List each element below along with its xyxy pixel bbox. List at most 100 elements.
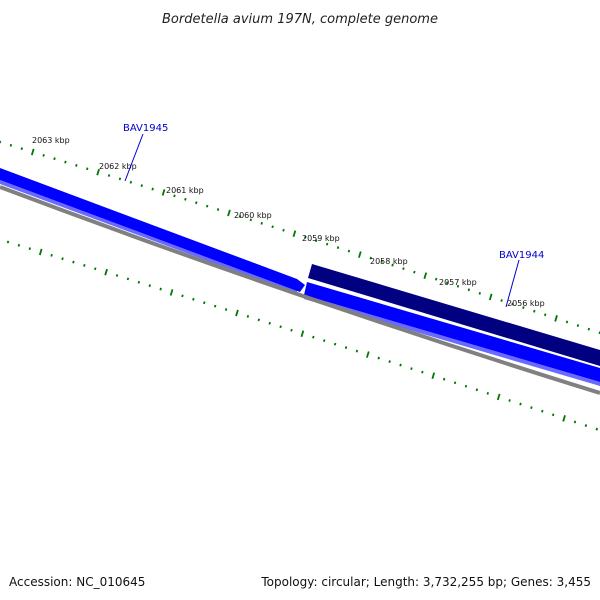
outer-ring-minor-tick — [173, 194, 176, 198]
outer-ring-major-tick — [96, 168, 100, 176]
outer-ring-major-tick — [227, 209, 231, 217]
gene-bav1945-arrow[interactable] — [0, 168, 305, 292]
accession-text: Accession: NC_010645 — [9, 575, 145, 589]
inner-ring-minor-tick — [595, 427, 599, 431]
outer-ring-minor-tick — [478, 291, 481, 295]
outer-ring-minor-tick — [445, 281, 449, 285]
inner-ring-major-tick — [38, 248, 43, 256]
outer-ring-major-tick — [292, 230, 297, 238]
inner-ring-minor-tick — [213, 304, 217, 308]
inner-ring-minor-tick — [323, 339, 326, 343]
tick-label: 2063 kbp — [32, 136, 70, 145]
outer-ring-minor-tick — [336, 246, 340, 250]
outer-tick-ring — [0, 140, 600, 335]
inner-ring-major-tick — [431, 372, 436, 379]
inner-ring-minor-tick — [83, 263, 86, 267]
outer-ring-minor-tick — [391, 263, 394, 267]
outer-ring-minor-tick — [543, 313, 547, 317]
outer-ring-minor-tick — [434, 277, 438, 281]
inner-ring-major-tick — [169, 289, 174, 296]
inner-ring-minor-tick — [148, 284, 151, 288]
tick-label: 2061 kbp — [166, 186, 204, 195]
gene-label-bav1944[interactable]: BAV1944 — [499, 250, 544, 261]
inner-ring-minor-tick — [28, 247, 32, 251]
gene-bav1944-arrow[interactable] — [308, 264, 600, 366]
inner-ring-minor-tick — [519, 402, 522, 406]
inner-ring-minor-tick — [126, 277, 130, 281]
tick-label-group: 2063 kbp 2062 kbp 2061 kbp 2060 kbp 2059 kbp… — [32, 136, 545, 308]
outer-ring-minor-tick — [20, 147, 24, 151]
inner-ring-minor-tick — [584, 424, 588, 427]
tick-label: 2058 kbp — [370, 257, 408, 266]
inner-ring-minor-tick — [246, 315, 250, 318]
inner-ring-minor-tick — [399, 363, 402, 367]
gene-forward-continuation-arrow[interactable] — [304, 282, 600, 382]
inner-ring-major-tick — [366, 351, 370, 358]
outer-ring-minor-tick — [576, 324, 580, 327]
inner-ring-major-tick — [235, 309, 239, 317]
outer-ring-minor-tick — [271, 225, 274, 229]
inner-ring-minor-tick — [279, 325, 282, 329]
inner-ring-minor-tick — [159, 287, 162, 291]
outer-ring-minor-tick — [75, 163, 78, 167]
outer-ring-minor-tick — [9, 143, 13, 147]
gene-label-bav1945[interactable]: BAV1945 — [123, 123, 168, 134]
outer-ring-minor-tick — [64, 160, 67, 164]
outer-ring-major-tick — [30, 148, 35, 156]
inner-ring-minor-tick — [333, 342, 337, 346]
outer-ring-minor-tick — [565, 320, 569, 324]
outer-ring-minor-tick — [500, 299, 503, 302]
inner-ring-minor-tick — [421, 370, 424, 374]
inner-ring-minor-tick — [453, 381, 457, 385]
gene-bav1945-highlight — [0, 180, 297, 294]
inner-ring-minor-tick — [377, 356, 380, 360]
outer-ring-minor-tick — [42, 153, 45, 157]
inner-ring-minor-tick — [192, 297, 195, 301]
inner-ring-minor-tick — [257, 318, 261, 322]
outer-ring-minor-tick — [151, 187, 154, 191]
outer-ring-major-tick — [554, 315, 558, 322]
tick-label: 2062 kbp — [99, 162, 137, 171]
inner-ring-minor-tick — [486, 391, 489, 395]
outer-ring-minor-tick — [467, 288, 471, 292]
inner-ring-minor-tick — [72, 260, 75, 264]
inner-ring-minor-tick — [442, 377, 446, 381]
outer-ring-minor-tick — [238, 215, 242, 218]
inner-ring-major-tick — [104, 268, 108, 276]
genome-backbone — [0, 185, 600, 395]
inner-ring-minor-tick — [50, 253, 53, 257]
map-title: Bordetella avium 197N, complete genome — [162, 12, 438, 27]
outer-ring-minor-tick — [107, 174, 111, 177]
outer-ring-minor-tick — [456, 284, 460, 288]
tick-label: 2057 kbp — [439, 278, 477, 287]
inner-ring-minor-tick — [137, 280, 141, 284]
outer-ring-minor-tick — [53, 157, 56, 161]
outer-ring-minor-tick — [282, 228, 285, 232]
inner-ring-minor-tick — [312, 335, 315, 339]
inner-ring-minor-tick — [410, 367, 413, 371]
gene-forward-continuation-highlight — [304, 295, 600, 386]
outer-ring-minor-tick — [260, 221, 263, 225]
outer-ring-minor-tick — [325, 242, 329, 246]
outer-ring-minor-tick — [304, 235, 307, 239]
outer-ring-minor-tick — [413, 270, 416, 274]
outer-ring-minor-tick — [380, 260, 383, 263]
outer-ring-minor-tick — [195, 201, 198, 205]
gene-bav1944-pointer — [505, 259, 520, 308]
tick-label: 2059 kbp — [302, 234, 340, 243]
outer-ring-minor-tick — [533, 309, 536, 313]
outer-ring-minor-tick — [140, 184, 143, 188]
inner-ring-minor-tick — [573, 420, 577, 424]
outer-ring-major-tick — [358, 251, 362, 258]
inner-ring-minor-tick — [268, 321, 271, 325]
outer-ring-minor-tick — [216, 208, 220, 211]
genome-summary-text: Topology: circular; Length: 3,732,255 bp… — [260, 575, 591, 589]
inner-ring-minor-tick — [17, 243, 21, 247]
inner-ring-minor-tick — [344, 346, 348, 350]
outer-ring-minor-tick — [347, 249, 351, 253]
outer-ring-minor-tick — [184, 197, 187, 201]
inner-ring-minor-tick — [181, 294, 184, 298]
inner-ring-minor-tick — [475, 388, 479, 392]
outer-ring-minor-tick — [511, 302, 514, 306]
